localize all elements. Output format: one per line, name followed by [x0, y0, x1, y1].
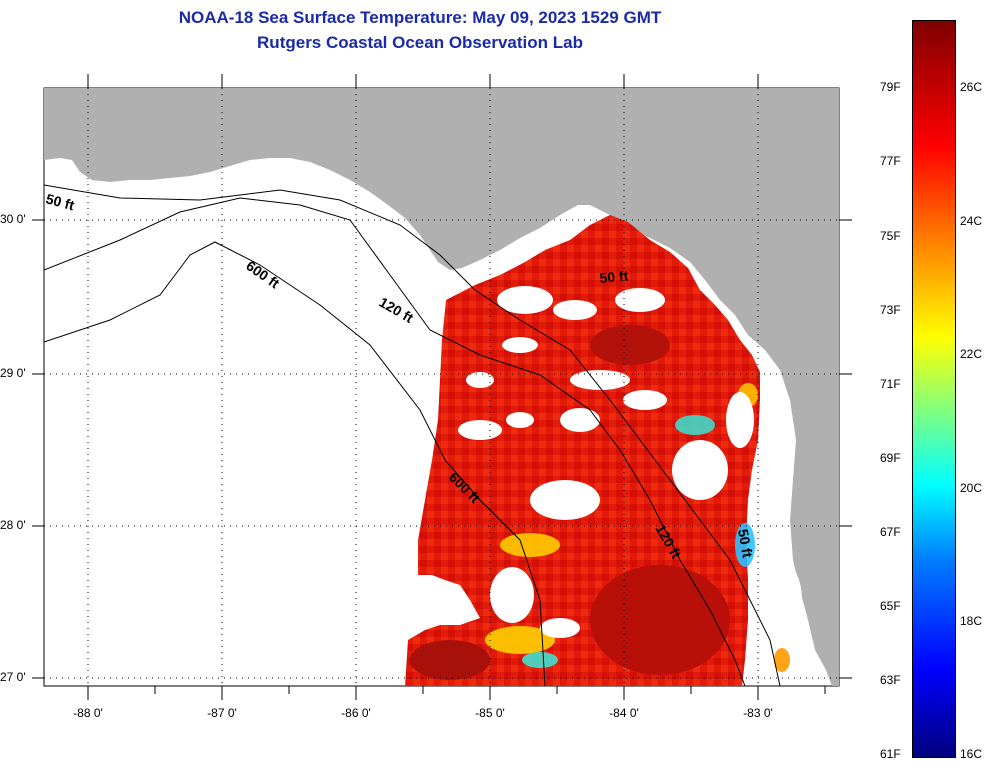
colorbar-c-label: 22C — [960, 347, 983, 361]
lon-label: -88 0' — [73, 706, 103, 720]
map-subtitle: Rutgers Coastal Ocean Observation Lab — [257, 33, 583, 52]
sst-cool-patch — [774, 648, 790, 672]
sst-cool-patch — [500, 533, 560, 557]
contour-label: 50 ft — [599, 268, 629, 286]
colorbar-c-label: 24C — [960, 214, 983, 228]
contour-label: 50 ft — [44, 190, 76, 213]
cloud-mask — [458, 286, 802, 640]
lat-label: 27 0' — [0, 670, 26, 684]
colorbar-f-label: 67F — [880, 525, 901, 539]
lon-label: -84 0' — [609, 706, 639, 720]
lon-label: -87 0' — [207, 706, 237, 720]
colorbar-f-label: 77F — [880, 154, 901, 168]
sst-cool-patch — [522, 652, 558, 668]
sst-warm-core — [590, 325, 670, 365]
colorbar-c-label: 18C — [960, 614, 983, 628]
sst-cool-patch — [735, 523, 755, 567]
map-title: NOAA-18 Sea Surface Temperature: May 09,… — [178, 8, 662, 27]
contour-120ft — [44, 197, 746, 686]
colorbar-c-label: 16C — [960, 747, 983, 761]
colorbar-f-label: 61F — [880, 747, 901, 761]
lon-label: -83 0' — [743, 706, 773, 720]
lon-label: -85 0' — [475, 706, 505, 720]
colorbar-f-label: 63F — [880, 673, 901, 687]
graticule — [44, 88, 839, 686]
colorbar-f-label: 69F — [880, 451, 901, 465]
land-mass — [44, 88, 839, 686]
colorbar-f-label: 71F — [880, 377, 901, 391]
colorbar-c-label: 26C — [960, 80, 983, 94]
colorbar-f-label: 65F — [880, 599, 901, 613]
lon-label: -86 0' — [341, 706, 371, 720]
contour-50ft — [44, 184, 781, 686]
sst-cool-patch — [485, 626, 555, 654]
contour-600ft — [44, 241, 546, 686]
temperature-colorbar — [912, 20, 956, 758]
colorbar-f-label: 75F — [880, 229, 901, 243]
colorbar-f-label: 79F — [880, 80, 901, 94]
sst-warm-core — [410, 640, 490, 680]
axis-ticks — [32, 74, 852, 700]
lat-label: 29 0' — [0, 366, 26, 380]
lat-label: 30 0' — [0, 212, 26, 226]
sst-warm-core — [590, 565, 730, 675]
colorbar-f-label: 73F — [880, 303, 901, 317]
sst-cool-patch — [675, 415, 715, 435]
colorbar-c-label: 20C — [960, 481, 983, 495]
contour-label: 50 ft — [735, 528, 756, 559]
lat-label: 28 0' — [0, 518, 26, 532]
